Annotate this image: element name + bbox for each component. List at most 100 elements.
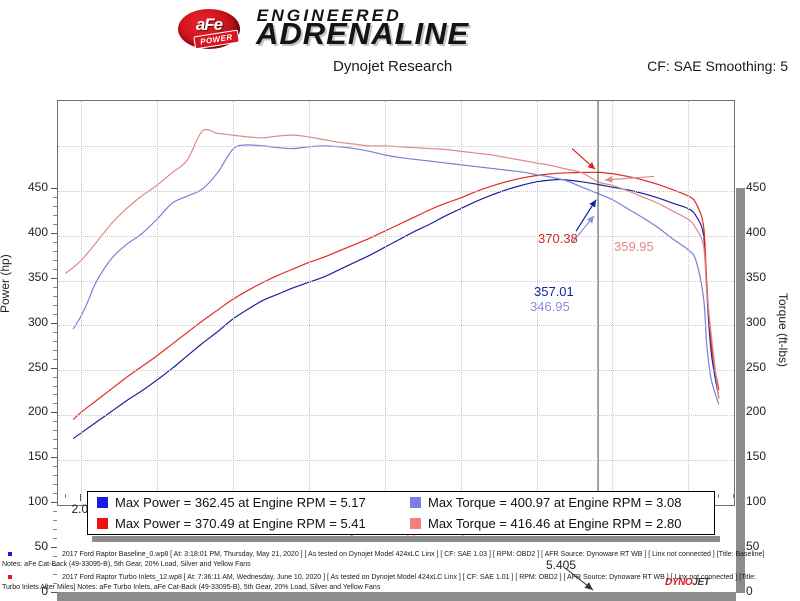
afe-logo-text: aFe bbox=[195, 15, 223, 34]
y-axis-minor-tick bbox=[53, 475, 57, 477]
annotation-pink-torque: 359.95 bbox=[614, 239, 654, 254]
gridline-vertical bbox=[688, 101, 690, 505]
y-axis-tick-label: 300 bbox=[27, 314, 48, 329]
y-axis-tick bbox=[51, 412, 57, 414]
adrenaline-wordmark: ADRENALINE bbox=[256, 16, 470, 51]
legend-row: Max Power = 362.45 at Engine RPM = 5.17 … bbox=[88, 492, 714, 513]
y-axis-tick bbox=[51, 457, 57, 459]
annotation-red-power: 370.38 bbox=[538, 231, 578, 246]
afe-power-logo: aFe POWER bbox=[178, 9, 252, 50]
y-axis-tick-label: 50 bbox=[34, 539, 48, 554]
y-axis-minor-tick bbox=[53, 421, 57, 423]
legend-item-baseline-power: Max Power = 362.45 at Engine RPM = 5.17 bbox=[88, 495, 401, 510]
gridline-horizontal bbox=[58, 460, 734, 462]
y-axis-minor-tick bbox=[53, 205, 57, 207]
arrow-blue-power bbox=[575, 199, 597, 232]
arrow-red-power bbox=[571, 148, 596, 170]
annotation-blue-power: 357.01 bbox=[534, 284, 574, 299]
y-axis-minor-tick bbox=[53, 376, 57, 378]
legend-row: Max Power = 370.49 at Engine RPM = 5.41 … bbox=[88, 513, 714, 534]
gridline-horizontal bbox=[58, 280, 734, 282]
annotation-ltblue-torque: 346.95 bbox=[530, 299, 570, 314]
y-axis-minor-tick bbox=[53, 358, 57, 360]
series-line-turbo-inlets-torque bbox=[65, 128, 720, 400]
legend-label: Max Power = 362.45 at Engine RPM = 5.17 bbox=[115, 495, 366, 510]
y2-axis-tick-label: 150 bbox=[746, 449, 767, 464]
y-axis-minor-tick bbox=[53, 349, 57, 351]
y2-axis-tick-label: 50 bbox=[746, 539, 760, 554]
y-axis-minor-tick bbox=[53, 223, 57, 225]
y-axis-minor-tick bbox=[53, 556, 57, 558]
series-line-turbo-inlets-power bbox=[72, 171, 720, 421]
y-axis-minor-tick bbox=[53, 304, 57, 306]
y-axis-minor-tick bbox=[53, 583, 57, 585]
gridline-horizontal bbox=[58, 415, 734, 417]
y-axis-minor-tick bbox=[53, 520, 57, 522]
y2-axis-tick-label: 300 bbox=[746, 314, 767, 329]
y-axis-tick bbox=[51, 367, 57, 369]
x-axis-minor-tick bbox=[717, 494, 719, 498]
run-note-line1: 2017 Ford Raptor Turbo Inlets_12.wp8 [ A… bbox=[62, 574, 757, 581]
chart-title: Dynojet Research bbox=[333, 58, 453, 75]
y2-axis-tick-label: 350 bbox=[746, 269, 767, 284]
y-axis-tick bbox=[51, 547, 57, 549]
chart-legend: Max Power = 362.45 at Engine RPM = 5.17 … bbox=[87, 491, 715, 535]
correction-factor-label: CF: SAE Smoothing: 5 bbox=[647, 58, 788, 74]
y-axis-minor-tick bbox=[53, 439, 57, 441]
y-axis-minor-tick bbox=[53, 340, 57, 342]
y-axis-minor-tick bbox=[53, 448, 57, 450]
y-axis-minor-tick bbox=[53, 259, 57, 261]
plot-canvas bbox=[57, 100, 735, 506]
legend-item-baseline-torque: Max Torque = 400.97 at Engine RPM = 3.08 bbox=[401, 495, 714, 510]
gridline-vertical bbox=[308, 101, 310, 505]
arrow-ltblue-torque bbox=[571, 215, 595, 244]
run-note-baseline: 2017 Ford Raptor Baseline_0.wp8 [ At: 3:… bbox=[0, 550, 800, 570]
y-axis-tick bbox=[51, 592, 57, 593]
series-line-baseline-torque bbox=[72, 144, 720, 405]
y-axis-minor-tick bbox=[53, 493, 57, 495]
y2-axis-tick-label: 200 bbox=[746, 404, 767, 419]
y-axis-tick-label: 200 bbox=[27, 404, 48, 419]
run-bullet-baseline bbox=[8, 552, 12, 556]
gridline-horizontal bbox=[58, 190, 734, 192]
y-axis-tick-label: 0 bbox=[41, 584, 48, 598]
gridline-horizontal bbox=[58, 235, 734, 237]
y-axis-minor-tick bbox=[53, 574, 57, 576]
y-axis-tick bbox=[51, 322, 57, 324]
y-axis-tick-label: 450 bbox=[27, 180, 48, 194]
legend-item-turbo-power: Max Power = 370.49 at Engine RPM = 5.41 bbox=[88, 516, 401, 531]
y-axis-tick-label: 400 bbox=[27, 224, 48, 239]
legend-item-turbo-torque: Max Torque = 416.46 at Engine RPM = 2.80 bbox=[401, 516, 714, 531]
vertical-scrollbar[interactable] bbox=[736, 188, 745, 593]
y-axis-minor-tick bbox=[53, 394, 57, 396]
y-axis-minor-tick bbox=[53, 313, 57, 315]
y-axis-minor-tick bbox=[53, 538, 57, 540]
gridline-vertical bbox=[232, 101, 234, 505]
y-axis-tick-label: 100 bbox=[27, 494, 48, 509]
dynojet-badge-jet: JET bbox=[692, 577, 710, 588]
run-bullet-turbo bbox=[8, 575, 12, 579]
y-axis-minor-tick bbox=[53, 430, 57, 432]
y-axis-minor-tick bbox=[53, 484, 57, 486]
dynojet-badge-dyno: DYNO bbox=[665, 577, 693, 588]
gridline-vertical bbox=[460, 101, 462, 505]
run-note-line2: Turbo Inlets After Miles] Notes: aFe Tur… bbox=[2, 584, 381, 591]
run-notes-footer: 2017 Ford Raptor Baseline_0.wp8 [ At: 3:… bbox=[0, 550, 800, 600]
gridline-horizontal bbox=[58, 325, 734, 327]
y-axis-tick bbox=[51, 277, 57, 279]
legend-label: Max Torque = 416.46 at Engine RPM = 2.80 bbox=[428, 516, 682, 531]
gridline-vertical bbox=[384, 101, 386, 505]
y-axis-minor-tick bbox=[53, 385, 57, 387]
cursor-pointer-svg bbox=[564, 567, 594, 591]
y-axis-tick bbox=[51, 232, 57, 234]
legend-swatch-baseline-power bbox=[97, 497, 108, 508]
y-axis-minor-tick bbox=[53, 565, 57, 567]
legend-label: Max Power = 370.49 at Engine RPM = 5.41 bbox=[115, 516, 366, 531]
y-axis-tick-label: 250 bbox=[27, 359, 48, 374]
legend-label: Max Torque = 400.97 at Engine RPM = 3.08 bbox=[428, 495, 682, 510]
chart-area: Power (hp) Torque (ft-lbs) Engine RPM (r… bbox=[0, 88, 800, 601]
y-axis-minor-tick bbox=[53, 214, 57, 216]
horizontal-scrollbar[interactable] bbox=[57, 592, 736, 601]
legend-swatch-turbo-power bbox=[97, 518, 108, 529]
y-axis-minor-tick bbox=[53, 268, 57, 270]
